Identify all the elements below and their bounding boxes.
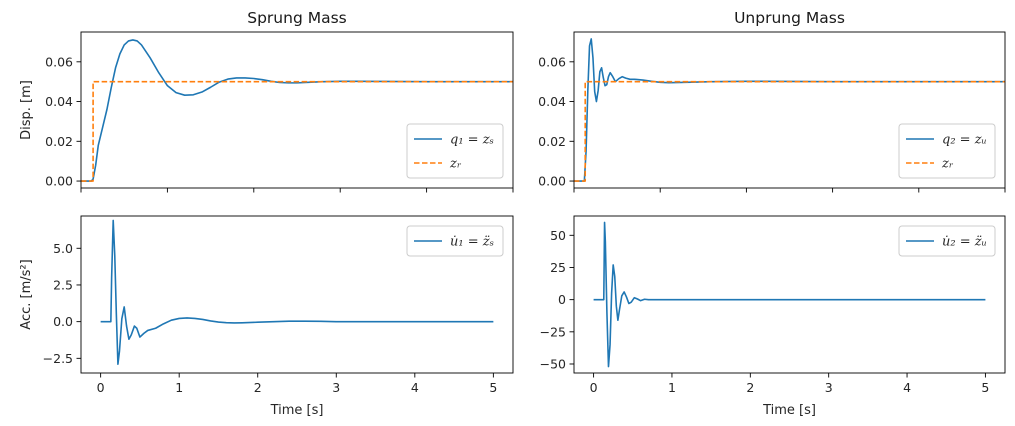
y-tick-label: 0.0 (53, 314, 73, 329)
axes-frame (573, 215, 1006, 374)
x-tick-label: 4 (411, 380, 419, 395)
x-tick-label: 2 (746, 380, 754, 395)
legend: q₂ = zᵤ zᵣ (898, 123, 996, 179)
series-line-1 (81, 39, 513, 182)
x-tick-label: 3 (332, 380, 340, 395)
legend-box (406, 225, 504, 257)
y-tick-label: 0.00 (45, 174, 73, 189)
chart-panel-1: 0.00 0.02 0.04 0.06 Sprung Mass Disp. [m] q₁ =… (19, 9, 514, 193)
y-tick-label: 0.04 (538, 94, 566, 109)
x-tick-label: 4 (903, 380, 911, 395)
series-line-1 (100, 219, 494, 365)
legend-label: u̇₁ = z̈ₛ (450, 235, 494, 250)
x-tick-label: 1 (175, 380, 183, 395)
y-tick-label: −50 (540, 356, 566, 371)
chart-panel-2: 0.00 0.02 0.04 0.06 Unprung Mass q₂ = zᵤ zᵣ (538, 9, 1006, 193)
y-tick-label: −25 (540, 324, 566, 339)
legend-box (406, 123, 504, 179)
x-tick-label: 0 (97, 380, 105, 395)
legend: u̇₁ = z̈ₛ (406, 225, 504, 257)
y-axis-label: Acc. [m/s²] (19, 259, 34, 329)
y-tick-label: 0.06 (45, 54, 73, 69)
y-tick-label: 2.5 (53, 277, 73, 292)
legend-label: q₂ = zᵤ (942, 133, 987, 148)
y-tick-label: 0 (558, 292, 566, 307)
series-line-2 (574, 80, 1005, 182)
legend-box (898, 123, 996, 179)
series-line-2 (81, 80, 513, 182)
y-tick-label: −2.5 (43, 351, 73, 366)
y-tick-label: 25 (550, 260, 566, 275)
y-tick-label: 5.0 (53, 241, 73, 256)
y-tick-label: 0.00 (538, 174, 566, 189)
x-tick-label: 3 (825, 380, 833, 395)
y-tick-label: 0.02 (45, 134, 73, 149)
x-tick-label: 5 (981, 380, 989, 395)
x-tick-label: 5 (489, 380, 497, 395)
axes-frame (80, 215, 514, 374)
y-tick-label: 0.04 (45, 94, 73, 109)
y-axis-label: Disp. [m] (19, 80, 34, 140)
legend: q₁ = zₛ zᵣ (406, 123, 504, 179)
legend-label: q₁ = zₛ (450, 133, 494, 148)
x-tick-label: 1 (668, 380, 676, 395)
legend-label: u̇₂ = z̈ᵤ (942, 235, 987, 250)
panel-title: Sprung Mass (247, 9, 347, 27)
x-axis-label: Time [s] (762, 403, 816, 418)
x-axis-label: Time [s] (270, 403, 324, 418)
chart-panel-3: 0 1 2 3 4 5 −2.5 0.0 2.5 5.0 Acc. [m/s²] Time [s] u̇… (19, 215, 514, 418)
y-tick-label: 0.06 (538, 54, 566, 69)
axes-frame (573, 31, 1006, 189)
series-line-1 (593, 221, 986, 368)
y-tick-label: 0.02 (538, 134, 566, 149)
panel-title: Unprung Mass (734, 9, 845, 27)
axes-frame (80, 31, 514, 189)
legend: u̇₂ = z̈ᵤ (898, 225, 996, 257)
y-tick-label: 50 (550, 228, 566, 243)
legend-box (898, 225, 996, 257)
chart-panel-4: 0 1 2 3 4 5 −50 −25 0 25 50 Time [s] u̇₂ = z̈ᵤ (540, 215, 1006, 418)
legend-label: zᵣ (449, 157, 462, 172)
legend-label: zᵣ (941, 157, 954, 172)
x-tick-label: 0 (590, 380, 598, 395)
x-tick-label: 2 (254, 380, 262, 395)
